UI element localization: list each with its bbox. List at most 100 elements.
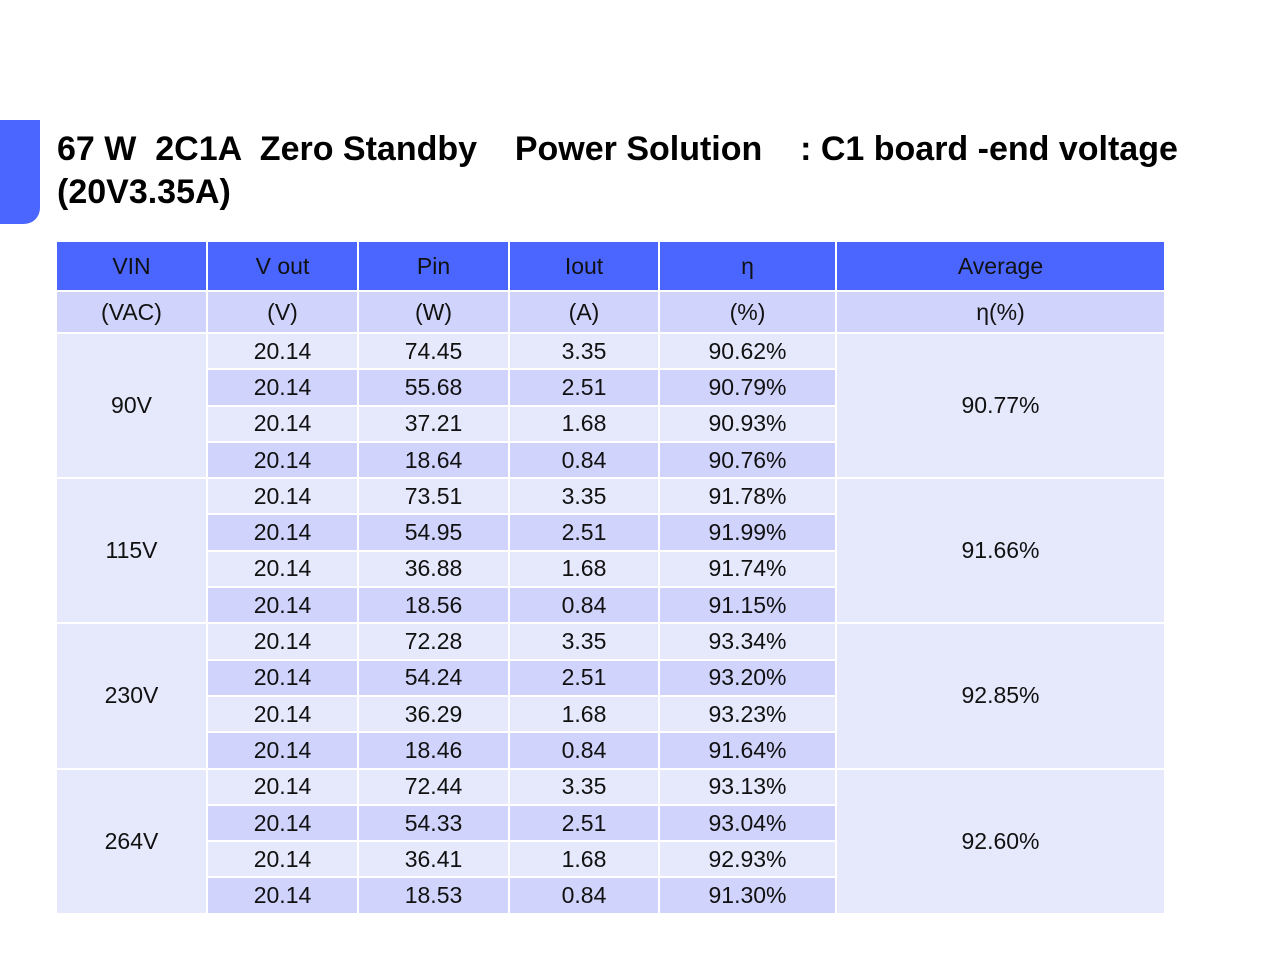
iout-cell: 1.68: [510, 696, 658, 732]
table-row: 20.14 18.56 0.84 91.15%: [57, 588, 1164, 623]
accent-bar: [0, 120, 40, 224]
unit-vout: (V): [208, 292, 357, 332]
header-row: VIN V out Pin Iout η Average: [57, 242, 1164, 290]
pin-cell: 36.41: [359, 842, 508, 877]
efficiency-cell: 90.76%: [660, 442, 835, 478]
header-vin: VIN: [57, 242, 206, 290]
vout-cell: 20.14: [208, 334, 357, 369]
vout-cell: 20.14: [208, 805, 357, 841]
efficiency-cell: 91.30%: [660, 878, 835, 913]
table-row: 20.14 37.21 1.68 90.93%: [57, 406, 1164, 441]
efficiency-cell: 90.79%: [660, 370, 835, 405]
vin-cell: 90V: [57, 334, 206, 478]
efficiency-cell: 90.93%: [660, 406, 835, 441]
unit-vin: (VAC): [57, 292, 206, 332]
iout-cell: 3.35: [510, 769, 658, 804]
average-efficiency-cell: 91.66%: [837, 479, 1164, 623]
vout-cell: 20.14: [208, 551, 357, 587]
pin-cell: 18.56: [359, 588, 508, 623]
header-average: Average: [837, 242, 1164, 290]
iout-cell: 1.68: [510, 406, 658, 441]
iout-cell: 1.68: [510, 551, 658, 587]
pin-cell: 72.28: [359, 624, 508, 659]
table-row: 20.14 36.29 1.68 93.23%: [57, 696, 1164, 732]
iout-cell: 3.35: [510, 334, 658, 369]
iout-cell: 2.51: [510, 805, 658, 841]
efficiency-cell: 92.93%: [660, 842, 835, 877]
iout-cell: 2.51: [510, 660, 658, 695]
efficiency-cell: 93.34%: [660, 624, 835, 659]
vin-cell: 264V: [57, 769, 206, 913]
iout-cell: 0.84: [510, 442, 658, 478]
vout-cell: 20.14: [208, 624, 357, 659]
vin-cell: 115V: [57, 479, 206, 623]
table-row: 20.14 36.88 1.68 91.74%: [57, 551, 1164, 587]
vin-cell: 230V: [57, 624, 206, 768]
unit-iout: (A): [510, 292, 658, 332]
unit-pin: (W): [359, 292, 508, 332]
iout-cell: 3.35: [510, 624, 658, 659]
efficiency-cell: 93.20%: [660, 660, 835, 695]
table-row: 20.14 54.33 2.51 93.04%: [57, 805, 1164, 841]
header-vout: V out: [208, 242, 357, 290]
pin-cell: 18.64: [359, 442, 508, 478]
slide-title: 67 W 2C1A Zero Standby Power Solution : …: [57, 130, 1188, 211]
pin-cell: 73.51: [359, 479, 508, 514]
unit-efficiency: (%): [660, 292, 835, 332]
efficiency-cell: 90.62%: [660, 334, 835, 369]
table-row: 20.14 18.53 0.84 91.30%: [57, 878, 1164, 913]
table-row: 230V 20.14 72.28 3.35 93.34% 92.85%: [57, 624, 1164, 768]
iout-cell: 3.35: [510, 479, 658, 514]
header-pin: Pin: [359, 242, 508, 290]
efficiency-cell: 93.13%: [660, 769, 835, 804]
efficiency-cell: 93.23%: [660, 696, 835, 732]
vout-cell: 20.14: [208, 878, 357, 913]
unit-average: η(%): [837, 292, 1164, 332]
iout-cell: 0.84: [510, 878, 658, 913]
pin-cell: 37.21: [359, 406, 508, 441]
vout-cell: 20.14: [208, 588, 357, 623]
pin-cell: 54.33: [359, 805, 508, 841]
vout-cell: 20.14: [208, 842, 357, 877]
pin-cell: 72.44: [359, 769, 508, 804]
table-row: 20.14 18.64 0.84 90.76%: [57, 442, 1164, 478]
pin-cell: 54.24: [359, 660, 508, 695]
table-row: 264V 20.14 72.44 3.35 93.13% 92.60%: [57, 769, 1164, 913]
table-row: 20.14 55.68 2.51 90.79%: [57, 370, 1164, 405]
efficiency-cell: 91.64%: [660, 733, 835, 768]
pin-cell: 36.88: [359, 551, 508, 587]
units-row: (VAC) (V) (W) (A) (%) η(%): [57, 292, 1164, 332]
vout-cell: 20.14: [208, 515, 357, 550]
efficiency-cell: 91.15%: [660, 588, 835, 623]
header-efficiency: η: [660, 242, 835, 290]
vout-cell: 20.14: [208, 696, 357, 732]
pin-cell: 18.53: [359, 878, 508, 913]
pin-cell: 55.68: [359, 370, 508, 405]
vout-cell: 20.14: [208, 479, 357, 514]
efficiency-cell: 91.78%: [660, 479, 835, 514]
pin-cell: 36.29: [359, 696, 508, 732]
pin-cell: 54.95: [359, 515, 508, 550]
iout-cell: 2.51: [510, 370, 658, 405]
table-row: 20.14 54.95 2.51 91.99%: [57, 515, 1164, 550]
efficiency-table: VIN V out Pin Iout η Average (VAC) (V) (…: [55, 240, 1166, 915]
table-row: 115V 20.14 73.51 3.35 91.78% 91.66%: [57, 479, 1164, 623]
iout-cell: 1.68: [510, 842, 658, 877]
vout-cell: 20.14: [208, 442, 357, 478]
vout-cell: 20.14: [208, 733, 357, 768]
vout-cell: 20.14: [208, 660, 357, 695]
vout-cell: 20.14: [208, 769, 357, 804]
average-efficiency-cell: 92.60%: [837, 769, 1164, 913]
header-iout: Iout: [510, 242, 658, 290]
table-row: 90V 20.14 74.45 3.35 90.62% 90.77%: [57, 334, 1164, 478]
table-row: 20.14 18.46 0.84 91.64%: [57, 733, 1164, 768]
iout-cell: 0.84: [510, 588, 658, 623]
pin-cell: 18.46: [359, 733, 508, 768]
iout-cell: 2.51: [510, 515, 658, 550]
average-efficiency-cell: 90.77%: [837, 334, 1164, 478]
iout-cell: 0.84: [510, 733, 658, 768]
table-row: 20.14 36.41 1.68 92.93%: [57, 842, 1164, 877]
efficiency-cell: 91.99%: [660, 515, 835, 550]
table-row: 20.14 54.24 2.51 93.20%: [57, 660, 1164, 695]
efficiency-cell: 91.74%: [660, 551, 835, 587]
